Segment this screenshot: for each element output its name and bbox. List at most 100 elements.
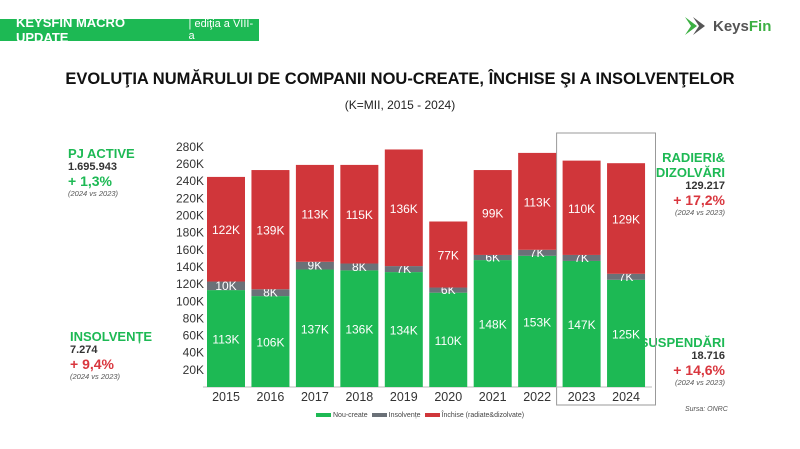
bar-închise-2018	[340, 164, 379, 264]
kpi-compare: (2024 vs 2023)	[70, 372, 121, 381]
kpi-compare: (2024 vs 2023)	[674, 378, 725, 387]
bar-nou-create-2016	[251, 296, 290, 387]
y-tick-label: 100K	[176, 294, 204, 308]
bar-închise-2021	[473, 170, 512, 255]
bar-insolvențe-2016	[251, 289, 290, 297]
x-tick-label: 2019	[390, 390, 418, 404]
bar-insolvențe-2023	[562, 254, 601, 261]
bar-insolvențe-2024	[607, 273, 646, 280]
y-tick-label: 20K	[183, 363, 204, 377]
bar-nou-create-2021	[473, 260, 512, 387]
legend-item-insolvente: Insolvențe	[371, 412, 421, 419]
x-tick-label: 2018	[345, 390, 373, 404]
y-tick-label: 160K	[176, 243, 204, 257]
bar-nou-create-2023	[562, 260, 601, 387]
y-tick-label: 260K	[176, 157, 204, 171]
data-label: 110K	[435, 334, 462, 348]
kpi-suspendari: SUSPENDĂRI 18.716 + 14,6% (2024 vs 2023)	[640, 335, 725, 387]
data-label: 113K	[212, 333, 239, 347]
y-tick-label: 60K	[183, 329, 204, 343]
data-label: 153K	[523, 315, 551, 329]
bar-insolvențe-2018	[340, 263, 379, 271]
bar-insolvențe-2017	[295, 261, 334, 270]
y-tick-label: 220K	[176, 191, 204, 205]
data-label: 148K	[479, 318, 507, 332]
kpi-value: 1.695.943	[68, 161, 117, 173]
data-label: 99K	[482, 206, 503, 220]
kpi-insolvente: INSOLVENȚE 7.274 + 9,4% (2024 vs 2023)	[70, 329, 152, 381]
kpi-label: RADIERI&	[662, 150, 725, 165]
bar-închise-2022	[518, 152, 557, 250]
kpi-radieri: RADIERI& DIZOLVĂRI 129.217 + 17,2% (2024…	[656, 150, 725, 217]
y-tick-label: 180K	[176, 226, 204, 240]
x-tick-label: 2015	[212, 390, 240, 404]
kpi-value: 7.274	[70, 344, 98, 356]
bar-închise-2024	[607, 163, 646, 274]
kpi-change: + 17,2%	[673, 192, 725, 208]
kpi-value: 18.716	[691, 350, 725, 362]
data-label: 115K	[346, 208, 373, 222]
data-label: 129K	[612, 213, 640, 227]
y-tick-label: 140K	[176, 260, 204, 274]
y-tick-label: 40K	[183, 346, 204, 360]
y-tick-label: 200K	[176, 209, 204, 223]
legend-item-nou-create: Nou-create	[316, 412, 368, 419]
data-label: 106K	[256, 336, 284, 350]
kpi-compare: (2024 vs 2023)	[68, 189, 119, 198]
bar-nou-create-2017	[295, 269, 334, 387]
chart-subtitle: (K=MII, 2015 - 2024)	[344, 98, 456, 112]
data-label: 77K	[438, 249, 459, 263]
x-tick-label: 2022	[523, 390, 551, 404]
data-label: 125K	[612, 327, 640, 341]
kpi-change: + 1,3%	[68, 173, 112, 189]
kpi-value: 129.217	[685, 180, 725, 192]
data-label: 110K	[568, 202, 595, 216]
logo-text-fin: Fin	[748, 17, 772, 35]
kpi-change: + 9,4%	[70, 356, 114, 372]
data-label: 113K	[301, 207, 328, 221]
bar-insolvențe-2019	[384, 266, 423, 273]
bar-închise-2016	[251, 170, 290, 290]
logo-text-keys: Keys	[713, 17, 749, 35]
data-label: 134K	[390, 324, 418, 338]
data-label: 137K	[301, 322, 329, 336]
bar-închise-2019	[384, 149, 423, 267]
banner-title: KEYSFIN MACRO UPDATE	[16, 15, 126, 45]
bar-nou-create-2015	[207, 290, 245, 387]
kpi-pj-active: PJ ACTIVE 1.695.943 + 1,3% (2024 vs 2023…	[68, 146, 135, 198]
data-label: 122K	[212, 223, 240, 237]
chart-title: EVOLUŢIA NUMĂRULUI DE COMPANII NOU-CREAT…	[65, 70, 735, 88]
bar-insolvențe-2020	[429, 287, 468, 293]
x-tick-label: 2020	[434, 390, 462, 404]
data-label: 113K	[524, 195, 551, 209]
bar-nou-create-2020	[429, 292, 468, 387]
kpi-label: SUSPENDĂRI	[639, 335, 725, 350]
data-label: 10K	[215, 279, 236, 293]
bar-insolvențe-2021	[473, 254, 512, 261]
data-label: 136K	[390, 202, 418, 216]
kpi-label: DIZOLVĂRI	[655, 165, 725, 180]
highlight-box	[556, 132, 656, 406]
data-label: 139K	[256, 224, 284, 238]
x-tick-label: 2024	[612, 390, 640, 404]
x-tick-label: 2017	[301, 390, 329, 404]
keysfin-logo: KeysFin	[683, 15, 771, 37]
x-tick-label: 2016	[257, 390, 285, 404]
bar-nou-create-2022	[518, 255, 557, 387]
banner-subtitle: | ediţia a VIII-a	[188, 18, 254, 42]
bar-închise-2017	[295, 164, 334, 262]
kpi-change: + 14,6%	[673, 362, 725, 378]
y-tick-label: 80K	[183, 311, 204, 325]
data-label: 136K	[345, 323, 373, 337]
bar-închise-2020	[429, 221, 468, 288]
x-tick-label: 2021	[479, 390, 507, 404]
bar-închise-2015	[207, 176, 245, 282]
bar-insolvențe-2015	[207, 281, 245, 291]
kpi-compare: (2024 vs 2023)	[674, 208, 725, 217]
y-tick-label: 120K	[176, 277, 204, 291]
data-label: 147K	[568, 318, 596, 332]
source-note: Sursa: ONRC	[685, 406, 728, 413]
bar-nou-create-2019	[384, 272, 423, 387]
bar-nou-create-2018	[340, 270, 379, 387]
